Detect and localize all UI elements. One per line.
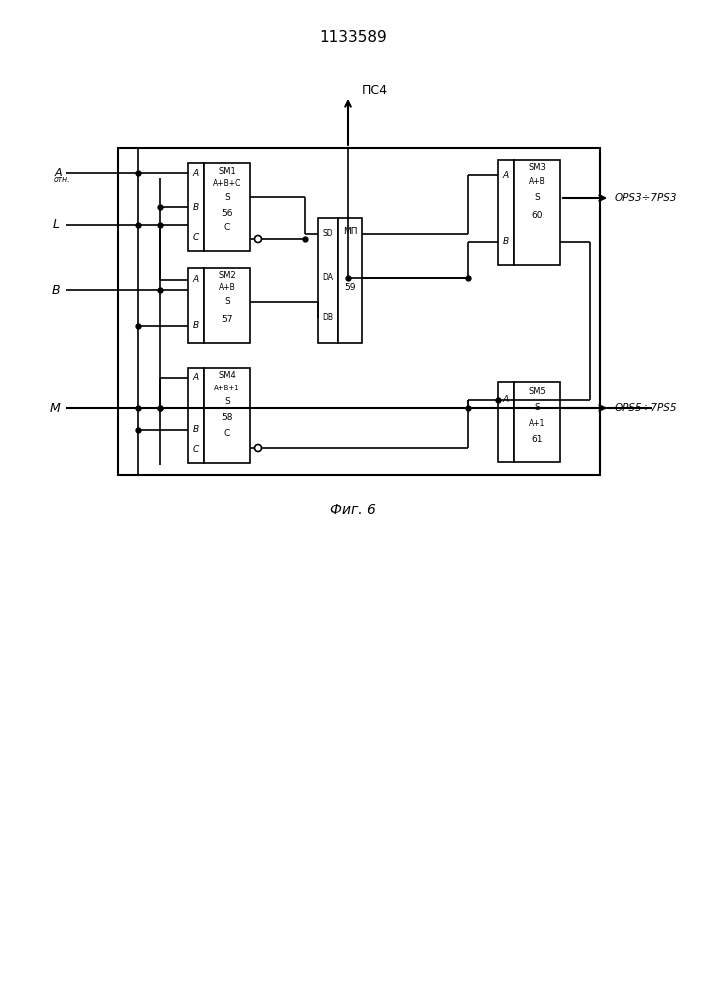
- Text: A: A: [193, 275, 199, 284]
- Text: SM5: SM5: [528, 387, 546, 396]
- Text: A: A: [503, 395, 509, 404]
- Bar: [514, 382, 560, 462]
- Text: ПС4: ПС4: [362, 84, 388, 97]
- Text: B: B: [193, 202, 199, 212]
- Bar: [188, 368, 204, 463]
- Text: SM2: SM2: [218, 271, 236, 280]
- Text: OPS3÷7PS3: OPS3÷7PS3: [615, 193, 677, 203]
- Bar: [498, 160, 514, 265]
- Text: A: A: [193, 168, 199, 178]
- Text: 1133589: 1133589: [319, 30, 387, 45]
- Bar: [204, 268, 250, 343]
- Text: M: M: [49, 401, 60, 414]
- Text: B: B: [193, 426, 199, 434]
- Text: C: C: [224, 430, 230, 438]
- Text: 56: 56: [221, 209, 233, 218]
- Text: МП: МП: [343, 228, 357, 236]
- Text: B: B: [52, 284, 60, 296]
- Text: A: A: [503, 170, 509, 180]
- Text: 59: 59: [344, 284, 356, 292]
- Text: C: C: [224, 224, 230, 232]
- Text: A+B+C: A+B+C: [213, 178, 241, 188]
- Bar: [514, 160, 560, 265]
- Text: C: C: [193, 232, 199, 241]
- Text: SD: SD: [322, 230, 333, 238]
- Text: 60: 60: [531, 212, 543, 221]
- Text: 57: 57: [221, 316, 233, 324]
- Text: OPS5÷7PS5: OPS5÷7PS5: [615, 403, 677, 413]
- Text: A+B: A+B: [218, 284, 235, 292]
- Text: отн.: отн.: [54, 176, 70, 184]
- Text: S: S: [224, 397, 230, 406]
- Text: C: C: [193, 446, 199, 454]
- Bar: [318, 218, 338, 343]
- Text: DA: DA: [322, 273, 334, 282]
- Text: S: S: [534, 194, 540, 202]
- Text: A: A: [193, 373, 199, 382]
- Text: DB: DB: [322, 314, 334, 322]
- Text: A+B: A+B: [529, 178, 545, 186]
- Text: S: S: [224, 192, 230, 202]
- Bar: [188, 163, 204, 251]
- Text: 58: 58: [221, 414, 233, 422]
- Text: SM3: SM3: [528, 163, 546, 172]
- Text: SM4: SM4: [218, 371, 236, 380]
- Text: A: A: [54, 168, 62, 178]
- Text: S: S: [534, 403, 540, 412]
- Bar: [204, 163, 250, 251]
- Text: A+B+1: A+B+1: [214, 385, 240, 391]
- Bar: [118, 148, 600, 475]
- Text: Фиг. 6: Фиг. 6: [330, 503, 376, 517]
- Text: 61: 61: [531, 436, 543, 444]
- Text: SM1: SM1: [218, 166, 236, 176]
- Text: A+1: A+1: [529, 420, 545, 428]
- Text: B: B: [503, 237, 509, 246]
- Bar: [338, 218, 362, 343]
- Bar: [498, 382, 514, 462]
- Bar: [204, 368, 250, 463]
- Text: S: S: [224, 298, 230, 306]
- Bar: [188, 268, 204, 343]
- Text: B: B: [193, 322, 199, 330]
- Text: L: L: [53, 219, 60, 232]
